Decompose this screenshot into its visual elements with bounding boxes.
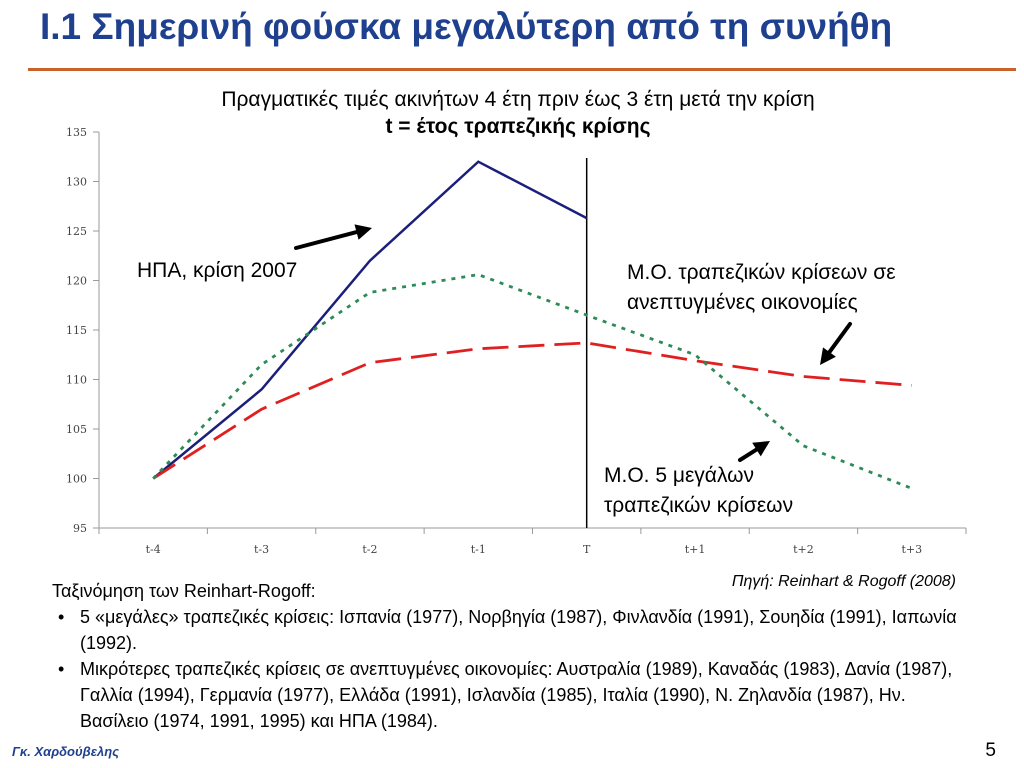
y-tick-label: 130 <box>66 176 87 189</box>
advanced-label-line1: Μ.Ο. τραπεζικών κρίσεων σε <box>627 261 896 284</box>
notes-list: 5 «μεγάλες» τραπεζικές κρίσεις: Ισπανία … <box>52 604 972 734</box>
author-footer: Γκ. Χαρδούβελης <box>12 744 120 759</box>
x-tick-label: t+2 <box>793 543 814 556</box>
y-tick-label: 115 <box>66 324 87 337</box>
x-tick-label: t-2 <box>362 543 377 556</box>
big5-label-line1: Μ.Ο. 5 μεγάλων <box>604 464 755 487</box>
big5-arrow-icon <box>738 441 770 462</box>
x-tick-label: t-3 <box>254 543 269 556</box>
big5-label-line2: τραπεζικών κρίσεων <box>604 494 794 517</box>
x-tick-label: t-4 <box>146 543 161 556</box>
chart-subtitle: t = έτος τραπεζικής κρίσης <box>385 115 651 138</box>
usa-series-label: ΗΠΑ, κρίση 2007 <box>137 259 298 282</box>
notes-heading: Ταξινόμηση των Reinhart-Rogoff: <box>52 581 316 601</box>
advanced-label-line2: ανεπτυγμένες οικονομίες <box>627 291 858 314</box>
slide-title: I.1 Σημερινή φούσκα μεγαλύτερη από τη συ… <box>40 6 893 47</box>
chart-series <box>152 160 913 490</box>
y-tick-label: 125 <box>66 225 87 238</box>
classification-notes: Ταξινόμηση των Reinhart-Rogoff: 5 «μεγάλ… <box>52 578 972 734</box>
y-tick-label: 95 <box>73 522 87 535</box>
title-divider <box>28 68 1016 71</box>
series-line-usa <box>152 160 588 480</box>
y-tick-label: 135 <box>66 126 87 139</box>
page-number: 5 <box>985 740 996 761</box>
source-note: Πηγή: Reinhart & Rogoff (2008) <box>731 573 956 590</box>
y-tick-label: 105 <box>66 423 87 436</box>
big5-series-label: Μ.Ο. 5 μεγάλων τραπεζικών κρίσεων <box>604 461 793 521</box>
notes-bullet-major: 5 «μεγάλες» τραπεζικές κρίσεις: Ισπανία … <box>52 604 972 656</box>
y-tick-label: 120 <box>66 275 87 288</box>
x-tick-label: T <box>583 543 591 556</box>
x-tick-label: t-1 <box>471 543 486 556</box>
x-tick-label: t+1 <box>685 543 706 556</box>
advanced-arrow-icon <box>820 322 852 365</box>
advanced-series-label: Μ.Ο. τραπεζικών κρίσεων σε ανεπτυγμένες … <box>627 258 896 318</box>
chart-title: Πραγματικές τιμές ακινήτων 4 έτη πριν έω… <box>221 88 815 111</box>
usa-arrow-icon <box>294 224 372 250</box>
y-tick-label: 110 <box>66 374 87 387</box>
y-tick-label: 100 <box>66 473 87 486</box>
annotation-arrows <box>294 224 852 462</box>
series-line-advanced <box>152 341 912 480</box>
notes-bullet-minor: Μικρότερες τραπεζικές κρίσεις σε ανεπτυγ… <box>52 656 972 734</box>
x-tick-label: t+3 <box>901 543 922 556</box>
